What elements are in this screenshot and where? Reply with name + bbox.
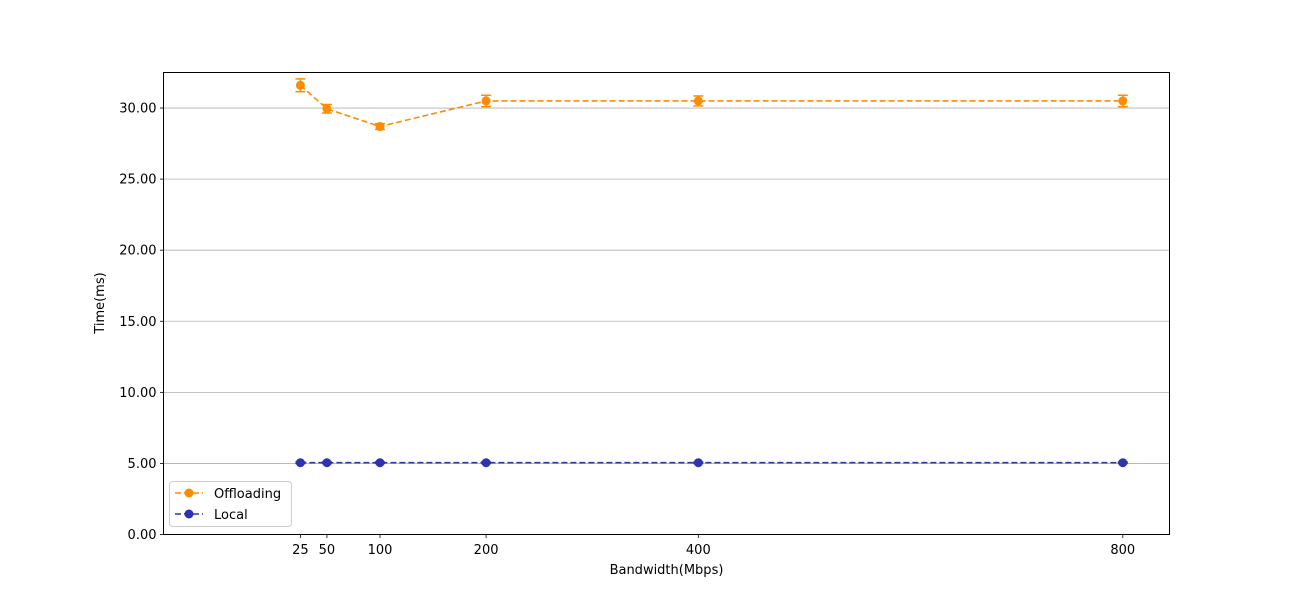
x-tick-label-4: 400 bbox=[686, 543, 711, 558]
series-local bbox=[295, 458, 1128, 468]
x-tick-label-1: 50 bbox=[319, 543, 336, 558]
data-point-local-0 bbox=[295, 458, 305, 468]
data-point-offloading-4 bbox=[693, 96, 703, 106]
y-tick-label-6: 30.00 bbox=[119, 102, 156, 117]
data-point-offloading-1 bbox=[322, 104, 332, 114]
y-axis-label: Time(ms) bbox=[93, 272, 108, 334]
data-point-offloading-5 bbox=[1118, 96, 1128, 106]
x-tick-label-0: 25 bbox=[292, 543, 309, 558]
y-tick-label-4: 20.00 bbox=[119, 244, 156, 259]
grid-lines bbox=[163, 107, 1170, 535]
series-line-offloading bbox=[299, 84, 1123, 128]
legend: Offloading Local bbox=[169, 481, 292, 527]
x-axis-ticks: 25 50 100 200 400 800 bbox=[292, 534, 1135, 558]
x-axis-label: Bandwidth(Mbps) bbox=[610, 563, 724, 578]
series-offloading bbox=[295, 78, 1128, 132]
data-point-local-4 bbox=[693, 458, 703, 468]
x-tick-label-3: 200 bbox=[474, 543, 499, 558]
y-axis-ticks: 0.00 5.00 10.00 15.00 20.00 25.00 30.00 bbox=[119, 102, 164, 543]
legend-swatch-marker bbox=[184, 509, 194, 519]
legend-entry-offloading: Offloading bbox=[175, 487, 281, 502]
y-tick-label-3: 15.00 bbox=[119, 315, 156, 330]
x-tick-label-5: 800 bbox=[1110, 543, 1135, 558]
x-tick-label-2: 100 bbox=[368, 543, 393, 558]
legend-label-local: Local bbox=[214, 508, 248, 523]
legend-swatch-marker bbox=[184, 488, 194, 498]
y-tick-label-5: 25.00 bbox=[119, 173, 156, 188]
y-tick-label-1: 5.00 bbox=[128, 457, 157, 472]
plot-series bbox=[295, 78, 1128, 468]
plot-frame bbox=[163, 72, 1170, 535]
data-point-offloading-0 bbox=[295, 80, 305, 90]
legend-entry-local: Local bbox=[175, 508, 248, 523]
data-point-offloading-2 bbox=[375, 122, 385, 132]
y-tick-label-2: 10.00 bbox=[119, 386, 156, 401]
data-point-local-3 bbox=[481, 458, 491, 468]
y-tick-label-0: 0.00 bbox=[128, 528, 157, 543]
legend-box bbox=[169, 481, 292, 527]
legend-label-offloading: Offloading bbox=[214, 487, 281, 502]
data-point-local-1 bbox=[322, 458, 332, 468]
data-point-offloading-3 bbox=[481, 96, 491, 106]
data-point-local-5 bbox=[1118, 458, 1128, 468]
data-point-local-2 bbox=[375, 458, 385, 468]
